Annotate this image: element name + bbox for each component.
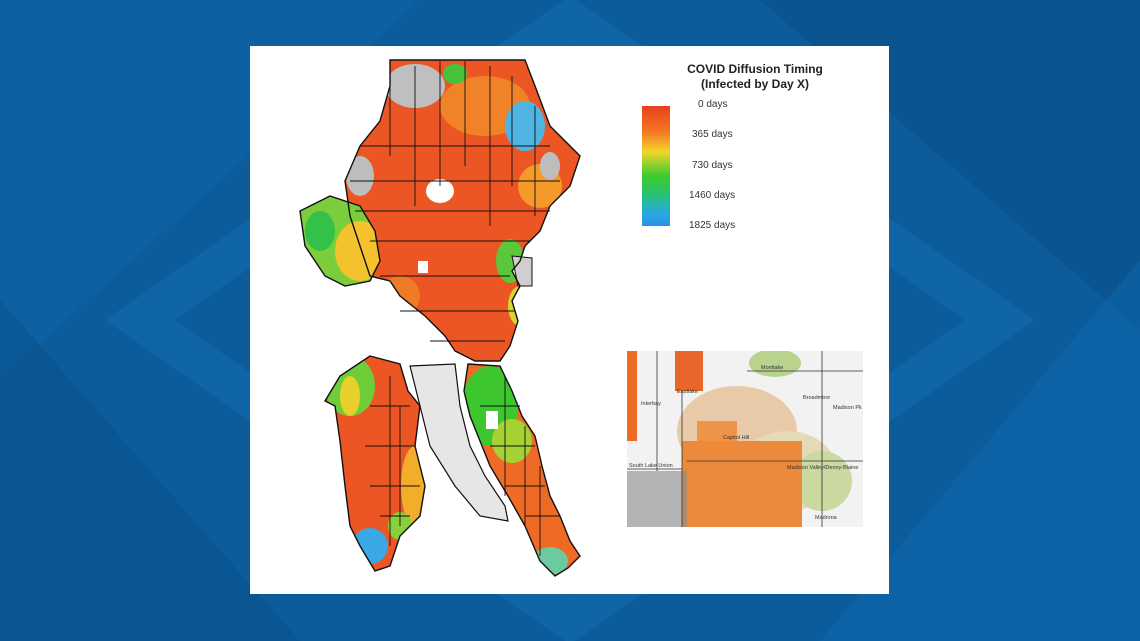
legend-tick-1460: 1460 days [689,190,736,201]
inset-label-madison-park: Madison Pk [833,405,862,411]
seattle-map [299,59,581,577]
district-grid-lines [350,61,560,556]
inset-label-montlake: Montlake [761,365,784,371]
legend-tick-365: 365 days [692,129,733,140]
legend-tick-0: 0 days [698,99,728,110]
legend-title-line1: COVID Diffusion Timing [687,62,823,76]
inset-label-eastlake: Eastlake [677,389,699,395]
legend-title-line2: (Infected by Day X) [700,77,810,91]
industrial-district [409,363,509,522]
inset-label-capitol-hill: Capitol Hill [723,435,750,441]
inset-map: Eastlake Montlake Broadmoor Madison Pk C… [627,351,863,527]
inset-map-graphic [627,351,863,527]
neighborhood-boundaries [299,59,581,577]
inset-label-broadmoor: Broadmoor [803,395,831,401]
legend-tick-1825: 1825 days [689,220,736,231]
map-figure-panel: COVID Diffusion Timing (Infected by Day … [250,46,889,594]
inset-label-madrona: Madrona [815,515,837,521]
inset-label-interbay: Interbay [641,401,661,407]
legend-title: COVID Diffusion Timing (Infected by Day … [670,62,840,92]
inset-label-madison-valley: Madison Valley/Denny-Blaine [787,465,859,471]
legend-color-bar [642,106,670,226]
legend-tick-730: 730 days [692,160,733,171]
inset-label-south-lake-union: South Lake Union [629,463,673,469]
